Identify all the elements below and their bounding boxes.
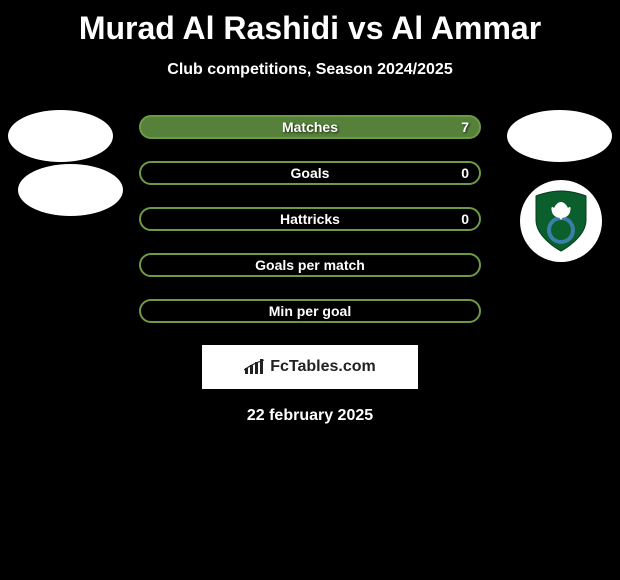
stat-value-right: 0 <box>461 165 469 181</box>
stats-area: Matches 7 Goals 0 Hattricks 0 Goals per … <box>0 115 620 323</box>
stat-label: Hattricks <box>280 211 340 227</box>
date-label: 22 february 2025 <box>0 407 620 425</box>
stat-pill: Min per goal <box>139 299 481 323</box>
stat-label: Goals per match <box>255 257 365 273</box>
stat-pill: Matches 7 <box>139 115 481 139</box>
stat-label: Goals <box>291 165 330 181</box>
brand-text: FcTables.com <box>270 358 376 376</box>
stat-value-right: 7 <box>461 119 469 135</box>
stat-row-mpg: Min per goal <box>0 299 620 323</box>
stat-pill: Goals per match <box>139 253 481 277</box>
subtitle: Club competitions, Season 2024/2025 <box>0 61 620 79</box>
bar-chart-icon <box>244 358 266 376</box>
stat-label: Matches <box>282 119 338 135</box>
brand-box: FcTables.com <box>202 345 418 389</box>
stat-row-hattricks: Hattricks 0 <box>0 207 620 231</box>
stat-label: Min per goal <box>269 303 351 319</box>
stat-row-goals: Goals 0 <box>0 161 620 185</box>
stat-row-matches: Matches 7 <box>0 115 620 139</box>
stat-row-gpm: Goals per match <box>0 253 620 277</box>
page-title: Murad Al Rashidi vs Al Ammar <box>0 0 620 47</box>
stat-pill: Goals 0 <box>139 161 481 185</box>
stat-pill: Hattricks 0 <box>139 207 481 231</box>
stat-value-right: 0 <box>461 211 469 227</box>
